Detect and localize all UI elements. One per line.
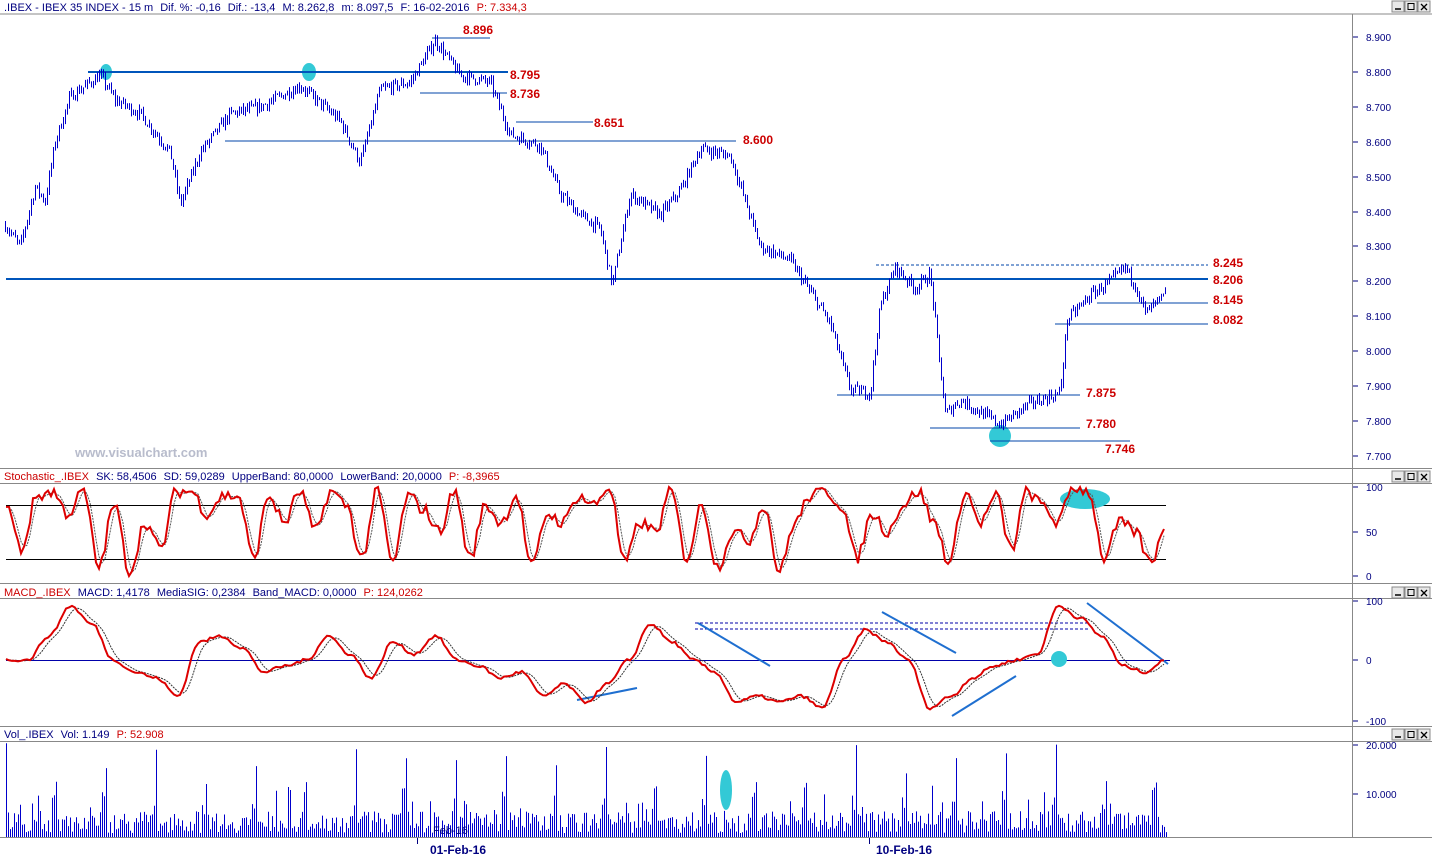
y-tick-label: 8.400 xyxy=(1366,208,1391,219)
maximize-button[interactable] xyxy=(1404,728,1418,741)
y-tick-label: 8.700 xyxy=(1366,103,1391,114)
y-tick-label: 100 xyxy=(1366,483,1383,494)
close-icon xyxy=(1420,589,1428,597)
x-overlay-label: Feb-16 xyxy=(433,825,468,837)
macd-trend-line xyxy=(697,622,771,667)
y-tick-label: 20.000 xyxy=(1366,741,1397,752)
y-tick-label: 8.100 xyxy=(1366,312,1391,323)
close-icon xyxy=(1420,731,1428,739)
y-tick-label: 8.600 xyxy=(1366,138,1391,149)
y-tick-label: 8.900 xyxy=(1366,33,1391,44)
level-label-8145: 8.145 xyxy=(1213,293,1243,307)
minimize-button[interactable] xyxy=(1391,0,1405,13)
price-panel: 8.896 8.795 8.736 8.651 8.600 8.245 8.20… xyxy=(5,23,1243,460)
price-title: .IBEX - IBEX 35 INDEX - 15 m xyxy=(4,2,153,14)
maximize-icon xyxy=(1407,589,1415,596)
x-tick-label: 10-Feb-16 xyxy=(876,843,932,857)
y-tick-label: 100 xyxy=(1366,597,1383,608)
level-label-8245: 8.245 xyxy=(1213,256,1243,270)
macd-trend-line xyxy=(951,675,1017,717)
stochastic-sk-line xyxy=(6,484,1165,579)
close-icon xyxy=(1420,3,1428,11)
y-tick-label: 7.900 xyxy=(1366,382,1391,393)
minimize-button[interactable] xyxy=(1391,586,1405,599)
y-tick-label: 8.800 xyxy=(1366,68,1391,79)
minimize-button[interactable] xyxy=(1391,470,1405,483)
level-label-7780: 7.780 xyxy=(1086,417,1116,431)
level-label-8795: 8.795 xyxy=(510,68,540,82)
level-label-8651: 8.651 xyxy=(594,116,624,130)
maximize-button[interactable] xyxy=(1404,0,1418,13)
x-axis: 01-Feb-16 10-Feb-16 xyxy=(417,838,932,857)
y-tick-label: 8.200 xyxy=(1366,277,1391,288)
watermark: www.visualchart.com xyxy=(74,445,207,460)
y-tick-label: -100 xyxy=(1366,717,1386,728)
price-header: .IBEX - IBEX 35 INDEX - 15 m Dif. %: -0,1… xyxy=(4,2,527,14)
price-y-axis: 8.900 8.800 8.700 8.600 8.500 8.400 8.30… xyxy=(1353,33,1391,463)
level-label-7875: 7.875 xyxy=(1086,386,1116,400)
price-bars xyxy=(5,34,1166,431)
y-tick-label: 0 xyxy=(1366,656,1372,667)
macd-trend-line xyxy=(881,611,957,654)
panel-frames xyxy=(0,13,1432,838)
macd-panel-controls[interactable] xyxy=(1391,586,1431,599)
maximize-button[interactable] xyxy=(1404,470,1418,483)
panel-controls[interactable] xyxy=(1391,0,1431,741)
y-tick-label: 8.500 xyxy=(1366,173,1391,184)
y-tick-label: 10.000 xyxy=(1366,790,1397,801)
maximize-button[interactable] xyxy=(1404,586,1418,599)
level-label-8082: 8.082 xyxy=(1213,313,1243,327)
volume-panel: Feb-16 xyxy=(6,743,1167,837)
highlight-marker xyxy=(1051,651,1067,667)
volume-panel-controls[interactable] xyxy=(1391,728,1431,741)
maximize-icon xyxy=(1407,731,1415,738)
stochastic-panel xyxy=(6,484,1166,579)
volume-bars xyxy=(6,743,1167,837)
y-tick-label: 0 xyxy=(1366,572,1372,583)
highlight-marker xyxy=(720,770,732,810)
macd-line xyxy=(5,604,1165,711)
price-panel-controls[interactable] xyxy=(1391,0,1431,13)
y-tick-label: 7.700 xyxy=(1366,452,1391,463)
level-label-8600: 8.600 xyxy=(743,133,773,147)
stochastic-y-axis: 100 50 0 xyxy=(1353,483,1383,583)
volume-y-axis: 20.000 10.000 xyxy=(1353,741,1397,801)
y-tick-label: 50 xyxy=(1366,528,1378,539)
y-tick-label: 8.000 xyxy=(1366,347,1391,358)
x-tick-label: 01-Feb-16 xyxy=(430,843,486,857)
macd-y-axis: 100 0 -100 xyxy=(1353,597,1386,728)
close-icon xyxy=(1420,473,1428,481)
macd-signal-line xyxy=(5,607,1165,708)
maximize-icon xyxy=(1407,3,1415,10)
stochastic-panel-controls[interactable] xyxy=(1391,470,1431,483)
level-label-8896: 8.896 xyxy=(463,23,493,37)
macd-trend-line xyxy=(576,687,638,701)
y-tick-label: 7.800 xyxy=(1366,417,1391,428)
y-tick-label: 8.300 xyxy=(1366,242,1391,253)
macd-trend-line xyxy=(1086,602,1169,665)
level-label-8206: 8.206 xyxy=(1213,273,1243,287)
minimize-button[interactable] xyxy=(1391,728,1405,741)
level-label-7746: 7.746 xyxy=(1105,442,1135,456)
macd-header: MACD_.IBEX MACD: 1,4178 MediaSIG: 0,2384 B… xyxy=(4,587,423,599)
stochastic-header: Stochastic_.IBEX SK: 58,4506 SD: 59,0289 U… xyxy=(4,471,500,483)
macd-panel xyxy=(5,602,1170,717)
maximize-icon xyxy=(1407,473,1415,480)
level-label-8736: 8.736 xyxy=(510,87,540,101)
volume-header: Vol_.IBEX Vol: 1.149 P: 52.908 xyxy=(4,729,164,741)
